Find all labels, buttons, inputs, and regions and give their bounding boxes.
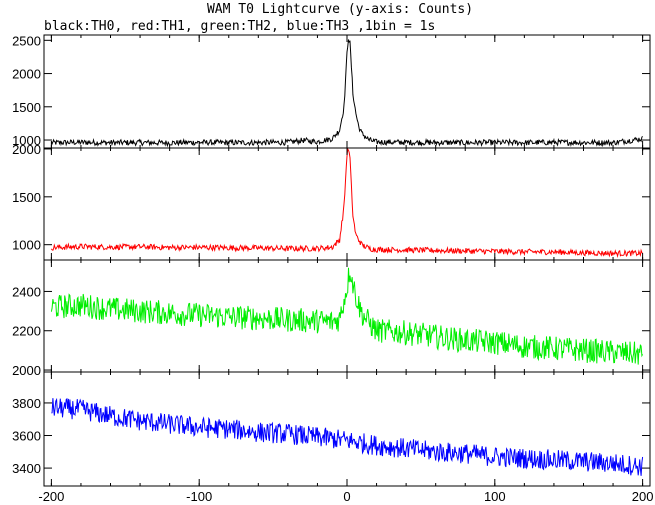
y-tick-label: 2000 [12,67,41,82]
y-tick-label: 3600 [12,429,41,444]
y-tick-label: 3400 [12,461,41,476]
x-tick-label: 0 [343,489,350,504]
y-tick-label: 1500 [12,100,41,115]
y-tick-label: 2200 [12,324,41,339]
y-tick-label: 2000 [12,142,41,157]
y-tick-label: 1000 [12,133,41,148]
series-th3-line [51,397,644,476]
y-tick-label: 2000 [12,363,41,378]
y-tick-label: 3800 [12,396,41,411]
series-th0-line [50,39,643,148]
y-tick-label: 2500 [12,33,41,48]
chart-title: WAM T0 Lightcurve (y-axis: Counts) [207,2,473,17]
x-tick-label: -100 [186,489,212,504]
panel-th3-frame [43,371,651,487]
panel-th1-frame [43,147,651,261]
x-tick-label: 100 [484,489,506,504]
panels-group: 1000150020002500100015002000200022002400… [12,33,653,504]
x-tick-label: 200 [632,489,654,504]
chart-subtitle: black:TH0, red:TH1, green:TH2, blue:TH3 … [44,19,435,34]
y-tick-label: 1000 [12,238,41,253]
y-tick-label: 2400 [12,284,41,299]
series-th2-line [50,267,644,365]
x-tick-label: -200 [38,489,64,504]
y-tick-label: 1500 [12,190,41,205]
series-th1-line [50,148,643,258]
